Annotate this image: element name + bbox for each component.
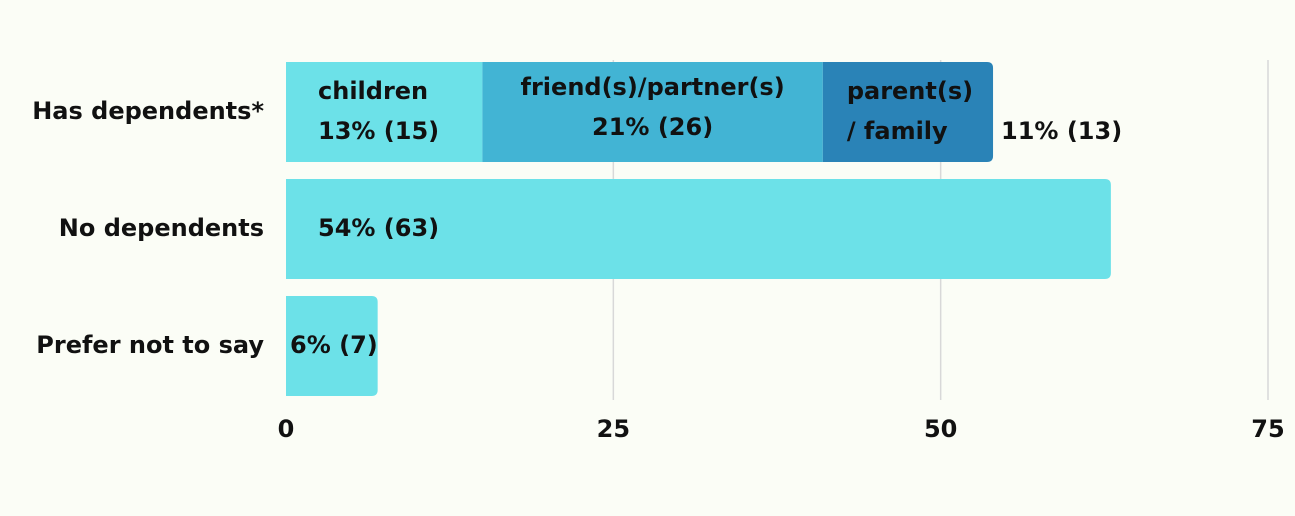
- value-label: 13% (15): [318, 117, 439, 145]
- segment-label: parent(s) / family: [847, 77, 973, 145]
- bar-segment: [286, 296, 378, 396]
- bar-segment: [482, 62, 823, 162]
- x-tick-label: 25: [597, 415, 630, 443]
- y-tick-label: Prefer not to say: [36, 331, 264, 359]
- y-tick-label: No dependents: [59, 214, 264, 242]
- segment-label: children: [318, 77, 428, 105]
- y-tick-label: Has dependents*: [32, 97, 264, 125]
- segment-label: friend(s)/partner(s): [521, 73, 785, 101]
- x-tick-label: 50: [924, 415, 957, 443]
- bar-segment: [822, 62, 994, 162]
- value-label: 21% (26): [592, 113, 713, 141]
- value-label: 54% (63): [318, 214, 439, 242]
- value-label: 6% (7): [290, 331, 378, 359]
- bar-segment: [286, 62, 483, 162]
- x-tick-label: 0: [278, 415, 295, 443]
- x-tick-label: 75: [1251, 415, 1284, 443]
- bar-segment: [286, 179, 1111, 279]
- value-label: 11% (13): [1001, 117, 1122, 145]
